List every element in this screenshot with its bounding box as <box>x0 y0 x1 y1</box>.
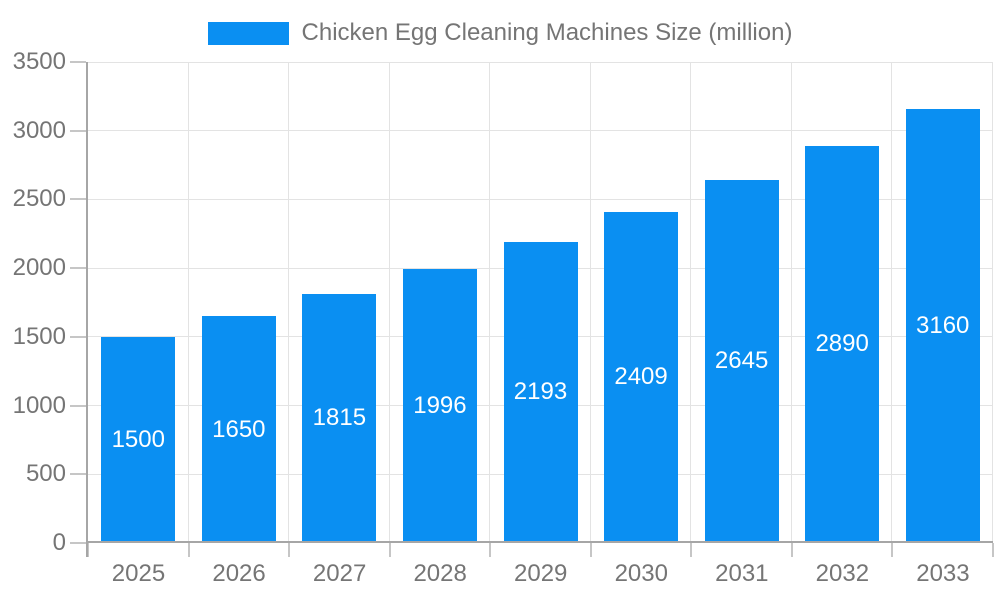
x-axis-tick <box>388 543 391 557</box>
gridline-vertical <box>288 62 290 543</box>
legend-item[interactable]: Chicken Egg Cleaning Machines Size (mill… <box>207 19 793 46</box>
bar[interactable]: 1996 <box>402 268 477 543</box>
y-axis-tick <box>70 542 86 544</box>
x-axis-tick <box>690 543 693 557</box>
x-axis-label: 2026 <box>212 560 266 587</box>
y-axis-tick <box>70 473 86 476</box>
x-axis-label: 2032 <box>815 560 870 587</box>
bar-value-label: 2193 <box>513 378 568 406</box>
x-axis-tick <box>288 543 291 557</box>
x-axis-tick <box>589 543 592 557</box>
x-axis-label: 2031 <box>715 560 769 587</box>
x-axis-label: 2033 <box>916 560 970 587</box>
x-axis-tick <box>790 543 793 557</box>
y-axis-tick <box>70 61 86 63</box>
bar-value-label: 3160 <box>916 311 970 339</box>
gridline-vertical <box>790 62 792 543</box>
x-axis-tick <box>992 543 994 557</box>
gridline-vertical <box>891 62 893 543</box>
bar-value-label: 1500 <box>111 425 165 453</box>
y-axis-label: 2000 <box>12 254 66 282</box>
bar[interactable]: 2409 <box>604 211 679 543</box>
y-axis-label: 1500 <box>12 322 66 350</box>
y-axis-label: 0 <box>52 529 66 556</box>
bar[interactable]: 2193 <box>503 241 578 543</box>
plot-area: 0 500 1000 1500 2000 2500 3000 3500 1500 2025 1650… <box>13 48 994 587</box>
bar-value-label: 1996 <box>413 391 467 419</box>
bar-value-label: 2409 <box>614 363 668 391</box>
x-axis-label: 2029 <box>514 560 568 587</box>
x-axis-tick <box>489 543 492 557</box>
bar-value-label: 1815 <box>312 404 367 432</box>
gridline-vertical <box>690 62 692 543</box>
x-axis-line <box>86 541 993 543</box>
x-axis-label: 2028 <box>413 560 467 587</box>
y-axis-label: 500 <box>25 460 66 488</box>
y-axis-tick <box>70 129 86 132</box>
bar[interactable]: 3160 <box>905 108 980 543</box>
y-axis-tick <box>70 335 86 338</box>
x-axis-label: 2025 <box>111 560 166 587</box>
gridline-horizontal <box>88 198 993 200</box>
y-axis-tick <box>70 404 86 407</box>
x-axis-tick <box>187 543 190 557</box>
legend-label: Chicken Egg Cleaning Machines Size (mill… <box>301 19 793 46</box>
bar[interactable]: 1815 <box>302 293 377 543</box>
gridline-vertical <box>388 62 390 543</box>
gridline-vertical <box>489 62 491 543</box>
gridline-horizontal <box>88 61 993 63</box>
bar-value-label: 2890 <box>815 330 869 358</box>
x-axis-tick <box>87 543 89 557</box>
x-axis-tick <box>891 543 894 557</box>
bar-value-label: 1650 <box>212 415 266 443</box>
bar[interactable]: 2645 <box>704 179 779 543</box>
legend-swatch <box>207 21 289 45</box>
gridline-vertical <box>992 62 993 543</box>
y-axis-label: 2500 <box>12 185 66 213</box>
y-axis-label: 3500 <box>12 48 66 75</box>
x-axis-label: 2027 <box>312 560 367 587</box>
bar[interactable]: 1500 <box>101 336 176 543</box>
x-axis-label: 2030 <box>614 560 668 587</box>
bar[interactable]: 2890 <box>805 145 880 543</box>
gridline-vertical <box>187 62 189 543</box>
y-axis-line <box>86 62 88 557</box>
y-axis-label: 3000 <box>12 116 66 144</box>
bar[interactable]: 1650 <box>201 316 276 543</box>
y-axis-tick <box>70 267 86 270</box>
legend: Chicken Egg Cleaning Machines Size (mill… <box>0 20 1000 46</box>
gridline-vertical <box>589 62 591 543</box>
bar-value-label: 2645 <box>714 347 769 375</box>
y-axis-label: 1000 <box>12 391 66 419</box>
y-axis-tick <box>70 198 86 201</box>
gridline-horizontal <box>88 130 993 132</box>
